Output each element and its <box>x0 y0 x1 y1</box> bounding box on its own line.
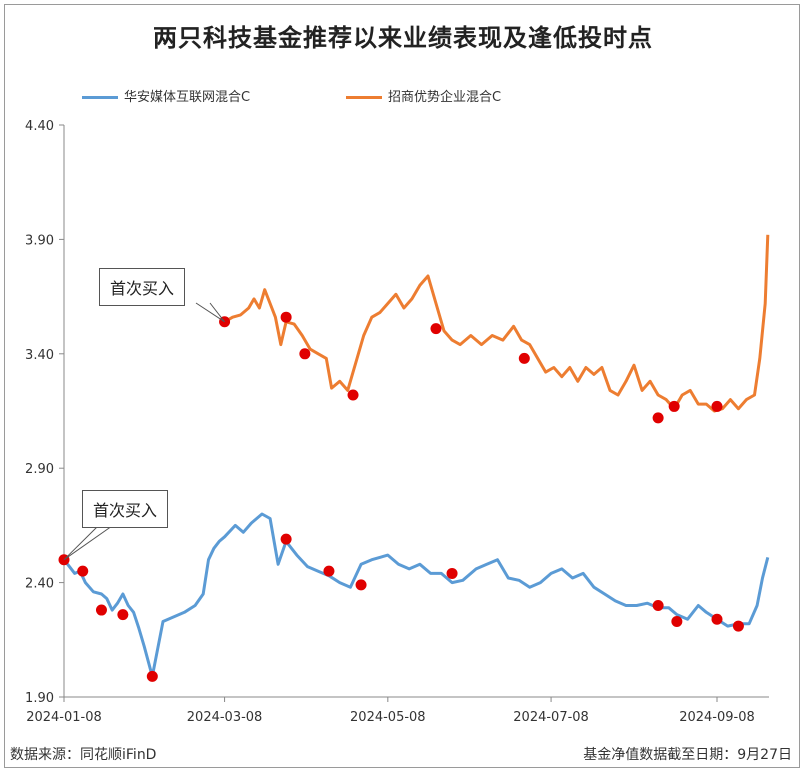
y-tick-label: 1.90 <box>25 691 54 706</box>
x-tick-label: 2024-09-08 <box>679 710 755 725</box>
y-tick-label: 3.90 <box>25 233 54 248</box>
callout-first-buy-top: 首次买入 <box>99 268 186 306</box>
y-tick-label: 4.40 <box>25 119 54 134</box>
legend-item-series-a: 华安媒体互联网混合C <box>82 86 251 105</box>
buy-marker-a <box>732 620 744 632</box>
buy-marker-b <box>299 348 311 360</box>
y-tick-label: 3.40 <box>25 348 54 363</box>
series-line-a <box>62 512 770 678</box>
buy-marker-b <box>347 389 359 401</box>
legend-item-series-b: 招商优势企业混合C <box>346 86 502 105</box>
buy-marker-a <box>77 565 89 577</box>
chart-frame <box>4 4 800 768</box>
buy-marker-a <box>711 613 723 625</box>
x-tick-label: 2024-01-08 <box>26 710 102 725</box>
chart-title: 两只科技基金推荐以来业绩表现及逢低投时点 <box>153 24 653 52</box>
series-layer <box>62 234 770 678</box>
buy-marker-a <box>95 604 107 616</box>
buy-marker-a <box>355 579 367 591</box>
x-tick-label: 2024-05-08 <box>350 710 426 725</box>
axes-layer: 1.90 2.40 2.90 3.40 3.90 4.40 2024-01-08 2024-0… <box>25 119 769 725</box>
buy-marker-a <box>652 599 664 611</box>
buy-marker-a <box>671 615 683 627</box>
legend-swatch-series-a <box>82 96 118 99</box>
buy-marker-a <box>323 565 335 577</box>
buy-marker-b <box>652 412 664 424</box>
buy-marker-a <box>446 567 458 579</box>
legend-label-series-b: 招商优势企业混合C <box>388 90 502 105</box>
y-tick-label: 2.90 <box>25 462 54 477</box>
buy-marker-b <box>430 323 442 335</box>
data-date-note: 基金净值数据截至日期：9月27日 <box>583 747 792 763</box>
marker-layer <box>58 311 744 682</box>
legend-label-series-a: 华安媒体互联网混合C <box>124 90 251 105</box>
x-tick-label: 2024-07-08 <box>513 710 589 725</box>
buy-marker-a <box>117 609 129 621</box>
y-tick-label: 2.40 <box>25 577 54 592</box>
callout-leader-top <box>195 302 225 323</box>
buy-marker-b <box>518 352 530 364</box>
callout-first-buy-bottom: 首次买入 <box>82 490 169 528</box>
buy-marker-a <box>280 533 292 545</box>
buy-marker-b <box>280 311 292 323</box>
source-note: 数据来源：同花顺iFinD <box>10 747 157 763</box>
callout-leader-bottom <box>63 525 113 561</box>
buy-marker-a <box>146 670 158 682</box>
x-tick-label: 2024-03-08 <box>187 710 263 725</box>
buy-marker-b <box>711 400 723 412</box>
buy-marker-b <box>668 400 680 412</box>
callout-leaders <box>63 302 225 561</box>
series-line-b <box>223 234 770 413</box>
legend-swatch-series-b <box>346 96 382 99</box>
